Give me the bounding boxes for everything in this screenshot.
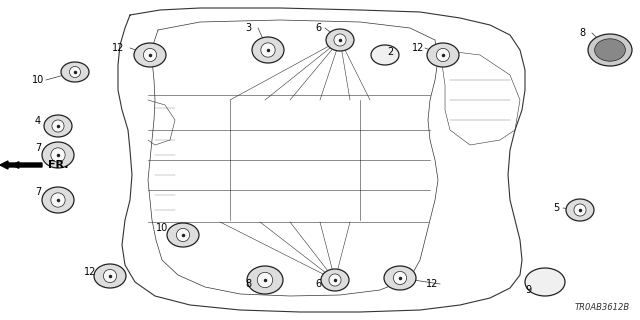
Circle shape [143,48,157,61]
Text: 7: 7 [35,187,41,197]
Text: 12: 12 [426,279,438,289]
Text: 10: 10 [32,75,44,85]
Ellipse shape [167,223,199,247]
Text: 10: 10 [156,223,168,233]
Circle shape [257,272,273,288]
Ellipse shape [247,266,283,294]
FancyArrow shape [0,161,42,169]
Ellipse shape [252,37,284,63]
Circle shape [574,204,586,216]
Text: 4: 4 [35,116,41,126]
Circle shape [104,269,116,283]
Ellipse shape [44,115,72,137]
Ellipse shape [134,43,166,67]
Ellipse shape [61,62,89,82]
Circle shape [394,271,406,284]
Circle shape [334,34,346,46]
Ellipse shape [42,142,74,168]
Circle shape [329,274,341,286]
Ellipse shape [42,187,74,213]
Ellipse shape [94,264,126,288]
Circle shape [436,48,450,61]
Text: 8: 8 [579,28,585,38]
Ellipse shape [326,29,354,51]
Ellipse shape [525,268,565,296]
Text: 6: 6 [315,279,321,289]
Circle shape [177,228,189,242]
Ellipse shape [384,266,416,290]
Text: 9: 9 [525,285,531,295]
Circle shape [70,67,81,77]
Text: 5: 5 [553,203,559,213]
Ellipse shape [371,45,399,65]
Text: 12: 12 [412,43,424,53]
Text: 8: 8 [245,279,251,289]
Ellipse shape [566,199,594,221]
Circle shape [52,120,64,132]
Circle shape [51,148,65,162]
Text: FR.: FR. [48,160,68,170]
Ellipse shape [427,43,459,67]
Ellipse shape [588,34,632,66]
Text: 6: 6 [315,23,321,33]
Text: 7: 7 [35,143,41,153]
Circle shape [261,43,275,57]
Circle shape [51,193,65,207]
Ellipse shape [321,269,349,291]
Text: 3: 3 [245,23,251,33]
Text: 12: 12 [84,267,96,277]
Text: 2: 2 [387,47,393,57]
Ellipse shape [595,39,625,61]
Text: TR0AB3612B: TR0AB3612B [575,303,630,312]
Text: 12: 12 [112,43,124,53]
